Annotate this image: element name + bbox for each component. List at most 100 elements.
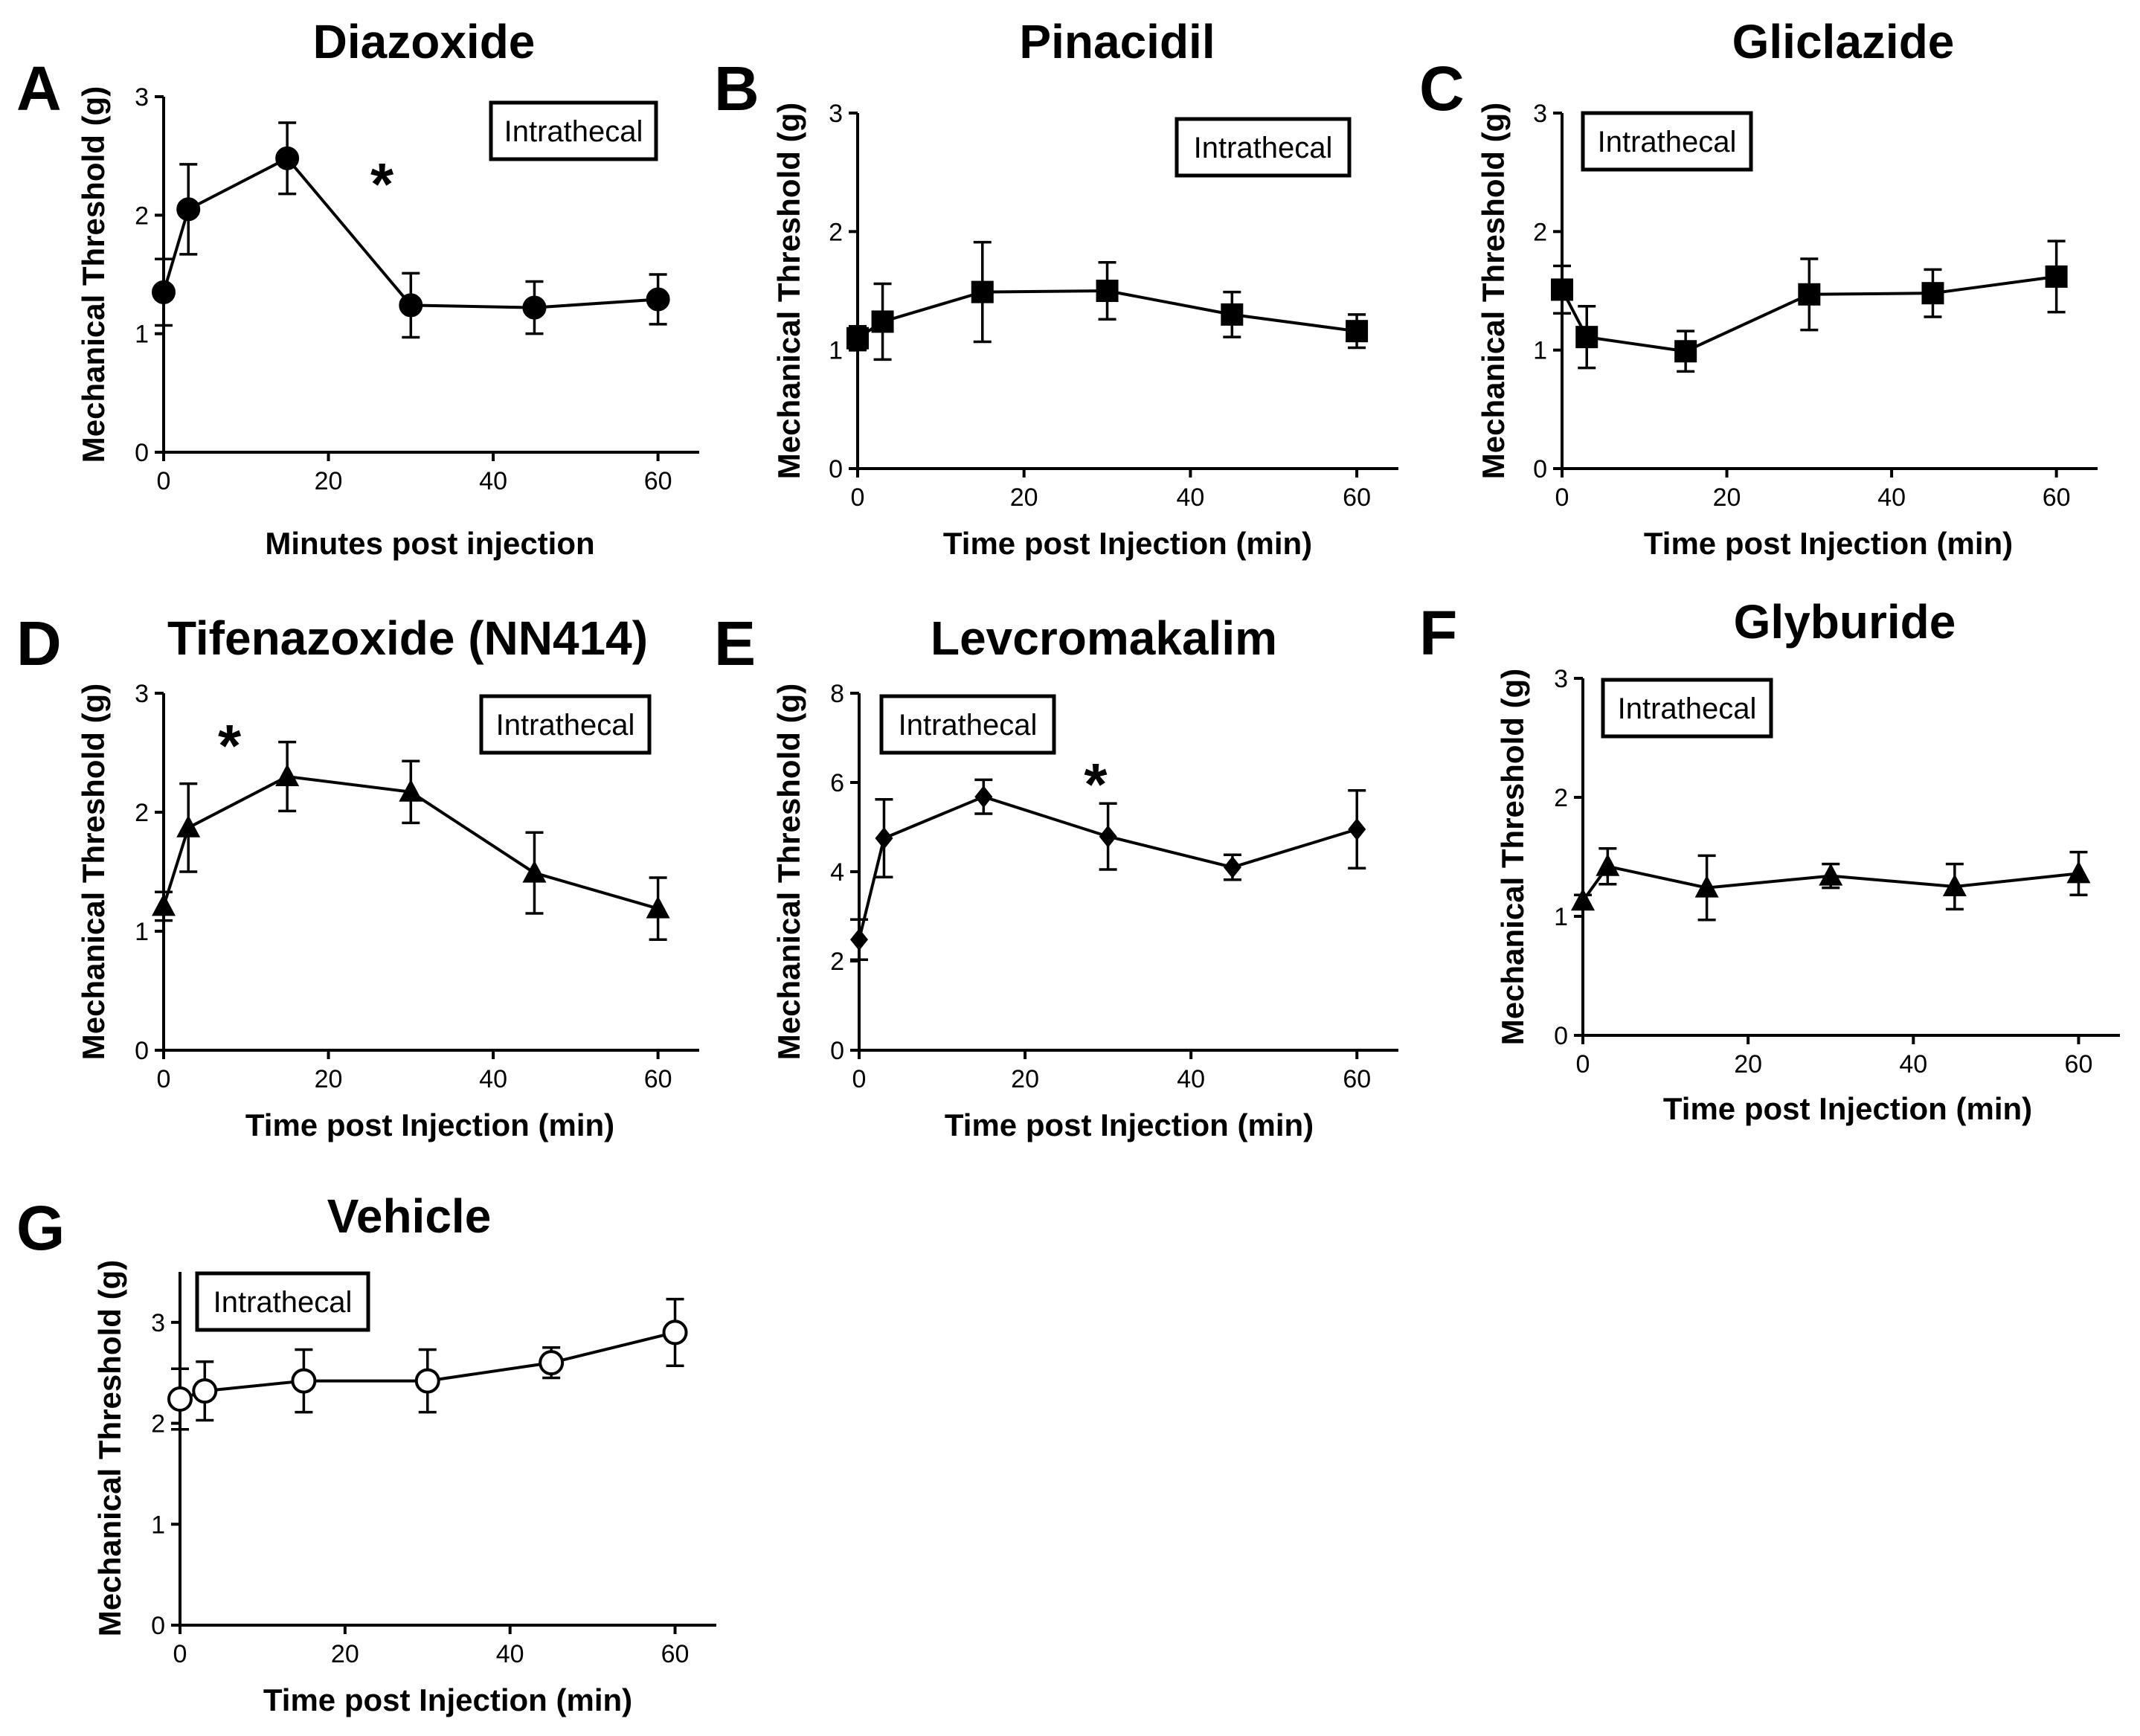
x-tick-label: 60 bbox=[1343, 1065, 1371, 1093]
x-tick-label: 20 bbox=[1713, 483, 1741, 512]
data-point bbox=[1223, 856, 1241, 878]
data-point bbox=[1819, 863, 1843, 886]
y-tick-label: 2 bbox=[829, 218, 843, 246]
data-point bbox=[850, 928, 868, 951]
panel-letter: E bbox=[714, 608, 756, 678]
data-point bbox=[875, 827, 893, 849]
significance-star: * bbox=[370, 151, 394, 217]
y-tick-label: 6 bbox=[830, 769, 844, 797]
chart-panel-a: A Diazoxide 0 1 2 3 0 20 40 60 Mechanical Threshol… bbox=[16, 15, 699, 561]
y-tick-label: 0 bbox=[829, 455, 843, 483]
chart-panel-c: C Gliclazide 0 1 2 3 0 20 40 60 Mechanical Thresho… bbox=[1419, 15, 2098, 561]
series-line bbox=[162, 774, 659, 910]
y-axis-label: Mechanical Threshold (g) bbox=[1476, 103, 1511, 479]
x-tick-label: 20 bbox=[331, 1640, 359, 1668]
data-point bbox=[167, 1386, 193, 1412]
y-tick-label: 0 bbox=[135, 439, 149, 467]
x-tick-label: 20 bbox=[1011, 1065, 1039, 1093]
significance-star: * bbox=[1084, 751, 1108, 817]
y-tick-label: 0 bbox=[1554, 1022, 1568, 1050]
data-point bbox=[1596, 853, 1620, 876]
legend-box bbox=[479, 694, 652, 755]
legend-box bbox=[1601, 678, 1773, 739]
legend-box bbox=[195, 1271, 370, 1332]
y-tick-label: 3 bbox=[135, 83, 149, 112]
y-tick-label: 3 bbox=[1554, 665, 1568, 693]
chart-title: Gliclazide bbox=[1732, 15, 1955, 68]
data-point bbox=[871, 310, 894, 333]
data-point bbox=[291, 1368, 317, 1394]
data-point bbox=[1096, 280, 1119, 302]
data-point bbox=[646, 287, 670, 312]
chart-panel-e: E Levcromakalim 0 2 4 6 8 0 20 40 60 Mechanical Thr… bbox=[714, 608, 1398, 1142]
data-point bbox=[275, 146, 300, 170]
data-point bbox=[275, 764, 300, 786]
panel-letter: D bbox=[16, 608, 62, 678]
y-tick-label: 2 bbox=[135, 799, 149, 827]
series-f bbox=[1571, 847, 2091, 922]
data-point bbox=[1921, 282, 1944, 305]
y-tick-label: 3 bbox=[829, 100, 843, 128]
x-tick-label: 0 bbox=[173, 1640, 187, 1668]
chart-title: Pinacidil bbox=[1019, 15, 1215, 68]
chart-panel-d: D Tifenazoxide (NN414) 0 1 2 3 0 20 40 60 Mechanic… bbox=[16, 608, 699, 1142]
chart-title: Glyburide bbox=[1734, 595, 1956, 649]
data-point bbox=[152, 280, 176, 304]
data-point bbox=[2066, 861, 2091, 884]
y-axis-label: Mechanical Threshold (g) bbox=[92, 1260, 127, 1636]
y-tick-label: 0 bbox=[830, 1037, 844, 1065]
x-tick-label: 0 bbox=[852, 1065, 867, 1093]
y-axis-label: Mechanical Threshold (g) bbox=[76, 684, 111, 1060]
data-point bbox=[1099, 825, 1117, 848]
x-tick-label: 60 bbox=[644, 1065, 672, 1093]
data-point bbox=[522, 295, 547, 320]
y-tick-label: 2 bbox=[135, 202, 149, 230]
data-point bbox=[971, 280, 994, 303]
legend-label: Intrathecal bbox=[1598, 126, 1737, 158]
legend-label: Intrathecal bbox=[899, 709, 1038, 742]
panel-letter: C bbox=[1419, 54, 1465, 123]
panel-letter: G bbox=[16, 1193, 65, 1263]
data-point bbox=[974, 785, 993, 808]
x-tick-label: 40 bbox=[479, 467, 507, 495]
legend-box bbox=[1175, 117, 1352, 178]
y-axis-label: Mechanical Threshold (g) bbox=[1495, 669, 1530, 1045]
x-tick-label: 60 bbox=[644, 467, 672, 495]
y-axis-label: Mechanical Threshold (g) bbox=[771, 103, 806, 479]
y-tick-label: 3 bbox=[1533, 100, 1547, 128]
x-tick-label: 0 bbox=[851, 483, 865, 512]
data-point bbox=[399, 779, 423, 802]
y-tick-label: 4 bbox=[830, 858, 844, 887]
data-point bbox=[399, 293, 423, 318]
data-point bbox=[176, 814, 201, 838]
legend-box bbox=[489, 100, 658, 161]
panel-letter: F bbox=[1419, 598, 1457, 668]
series-g bbox=[167, 1297, 688, 1431]
x-tick-label: 0 bbox=[1555, 483, 1569, 512]
chart-title: Levcromakalim bbox=[931, 611, 1277, 665]
data-point bbox=[846, 327, 869, 350]
x-axis-label: Time post Injection (min) bbox=[945, 1107, 1314, 1142]
chart-panel-f: F Glyburide 0 1 2 3 0 20 40 60 Mechanical Threshol… bbox=[1419, 595, 2120, 1126]
x-tick-label: 40 bbox=[496, 1640, 524, 1668]
data-point bbox=[1348, 818, 1366, 840]
panel-letter: B bbox=[714, 54, 759, 123]
x-tick-label: 60 bbox=[661, 1640, 690, 1668]
chart-title: Vehicle bbox=[327, 1189, 492, 1243]
y-tick-label: 2 bbox=[1533, 218, 1547, 246]
x-axis-label: Time post Injection (min) bbox=[263, 1682, 632, 1717]
data-point bbox=[1346, 320, 1369, 343]
data-point bbox=[1221, 303, 1244, 326]
x-tick-label: 0 bbox=[157, 467, 171, 495]
x-tick-label: 0 bbox=[1576, 1050, 1590, 1078]
data-point bbox=[176, 197, 201, 222]
data-point bbox=[1674, 340, 1697, 363]
data-point bbox=[192, 1378, 218, 1404]
x-tick-label: 60 bbox=[2043, 483, 2071, 512]
legend-box bbox=[1581, 111, 1753, 172]
data-point bbox=[646, 896, 670, 919]
chart-panel-g: G Vehicle 0 1 2 3 0 20 40 60 Mechanical Threshold … bbox=[16, 1189, 716, 1717]
x-axis-label: Time post Injection (min) bbox=[1663, 1091, 2032, 1126]
legend-label: Intrathecal bbox=[213, 1286, 353, 1319]
